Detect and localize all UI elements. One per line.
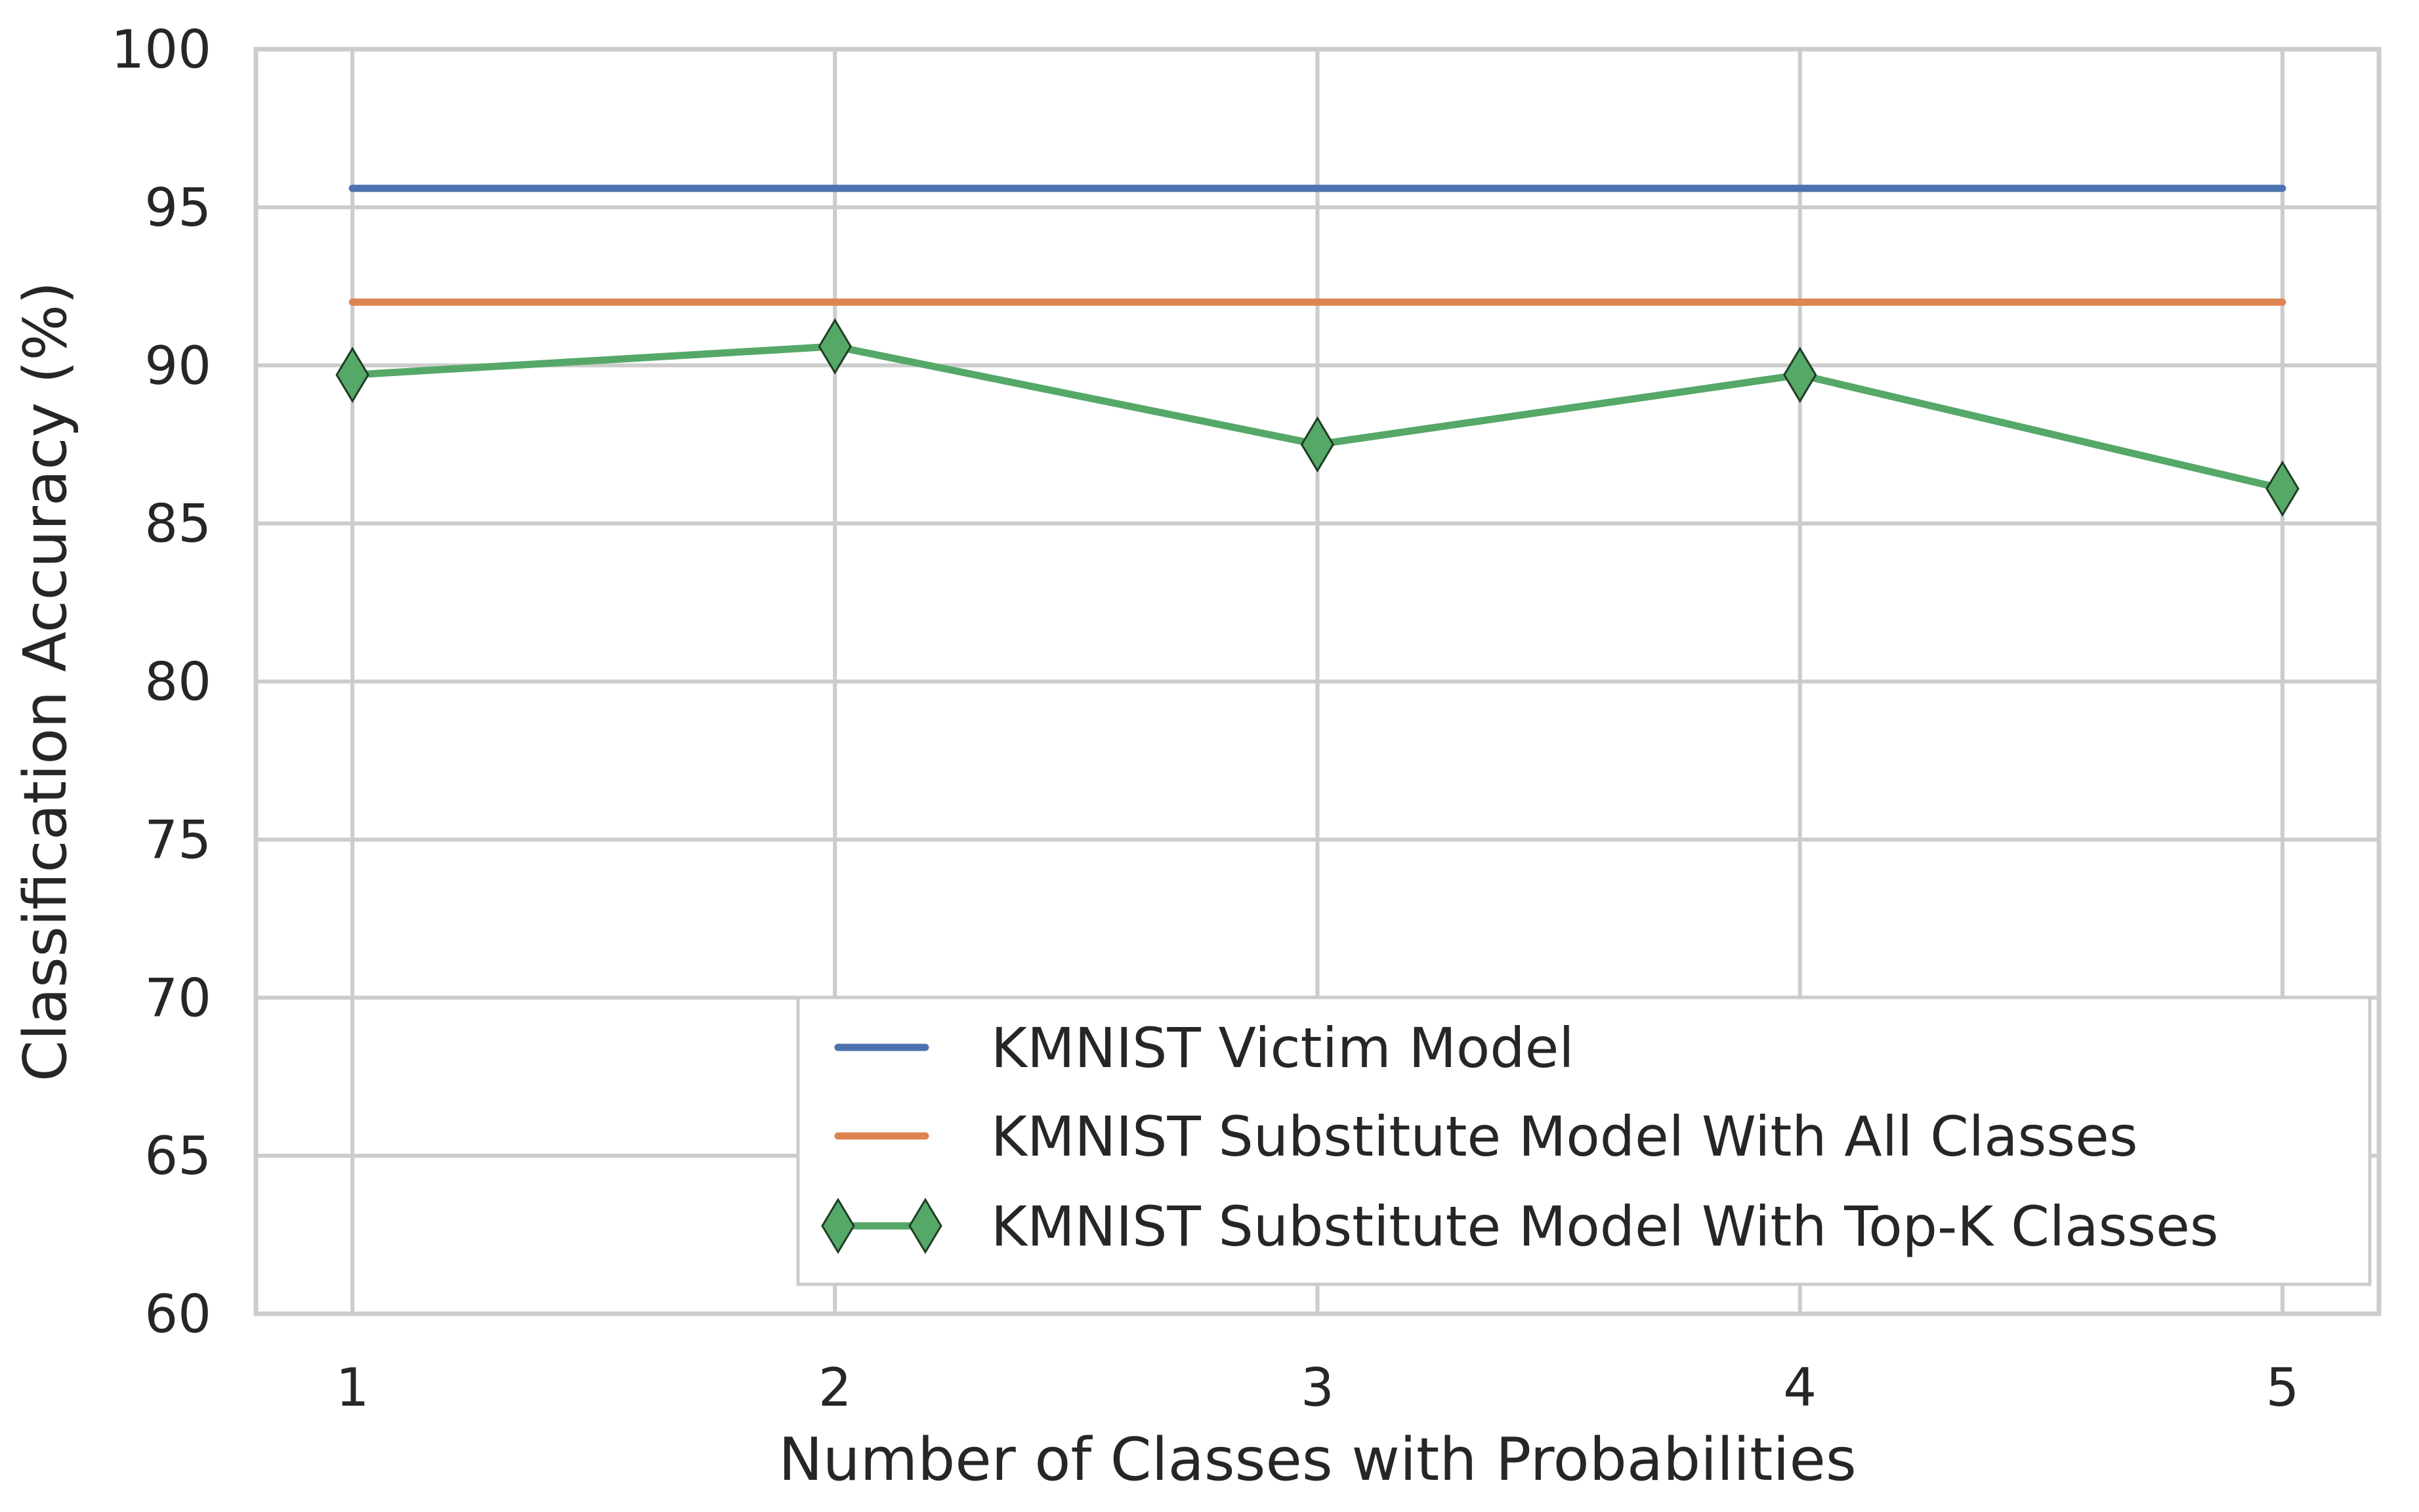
data-point-marker: [335, 346, 369, 404]
legend-marker: [908, 1198, 942, 1254]
y-axis-label: Classification Accuracy (%): [11, 282, 80, 1082]
legend: KMNIST Victim Model KMNIST Substitute Mod…: [796, 996, 2372, 1286]
x-tick-label: 4: [1783, 1357, 1817, 1418]
series-3: [335, 318, 2300, 517]
legend-marker: [821, 1198, 855, 1254]
y-tick-label: 70: [144, 967, 211, 1028]
y-tick-label: 95: [144, 177, 211, 238]
y-tick-label: 100: [111, 19, 211, 80]
y-tick-label: 65: [144, 1125, 211, 1186]
legend-entry-label: KMNIST Substitute Model With Top-K Class…: [991, 1194, 2219, 1259]
data-point-marker: [1300, 416, 1335, 473]
data-point-marker: [1782, 346, 1817, 404]
x-tick-label: 3: [1301, 1357, 1334, 1418]
legend-entry-label: KMNIST Substitute Model With All Classes: [991, 1104, 2138, 1169]
x-tick-label: 2: [818, 1357, 852, 1418]
plot-frame: [253, 47, 2382, 1316]
y-tick-label: 85: [144, 494, 211, 555]
tick-labels: 1 2 3 4 5 60 65 70 75 80 85 90 95 100: [111, 19, 2299, 1418]
x-tick-label: 5: [2266, 1357, 2300, 1418]
data-point-marker: [818, 318, 852, 375]
legend-entry-label: KMNIST Victim Model: [991, 1016, 1574, 1080]
x-axis-label: Number of Classes with Probabilities: [778, 1425, 1856, 1494]
y-tick-label: 80: [144, 652, 211, 713]
data-point-marker: [2265, 460, 2300, 517]
series-layer: [335, 184, 2300, 517]
legend-box: [796, 996, 2372, 1286]
y-tick-label: 90: [144, 335, 211, 396]
y-tick-label: 75: [144, 809, 211, 870]
y-tick-label: 60: [144, 1284, 211, 1345]
x-tick-label: 1: [336, 1357, 369, 1418]
